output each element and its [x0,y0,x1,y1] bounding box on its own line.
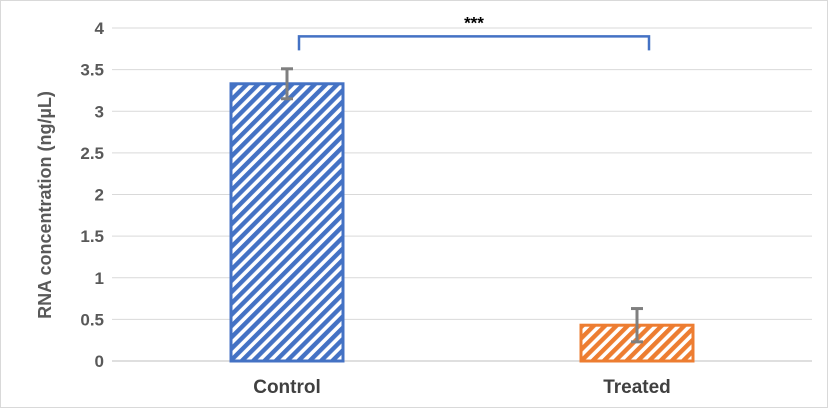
error-bars [281,67,643,344]
y-tick-label: 0 [95,352,104,371]
y-tick-label: 0.5 [80,310,104,329]
y-tick-label: 3.5 [80,61,104,80]
y-tick-label: 2 [95,186,104,205]
y-tick-label: 4 [95,19,105,38]
significance-line [297,35,651,51]
y-tick-label: 1 [95,269,104,288]
significance-label: *** [464,13,484,32]
y-axis-ticks: 0 0.5 1 1.5 2 2.5 3 3.5 4 [80,19,104,371]
y-tick-label: 3 [95,102,104,121]
bar-control [229,82,345,363]
y-tick-label: 1.5 [80,227,104,246]
x-axis-labels: Control Treated [253,377,671,398]
y-axis-title: RNA concentration (ng/µL) [35,91,55,319]
significance-bracket: *** [297,13,651,51]
y-tick-label: 2.5 [80,144,104,163]
x-category-label: Control [253,377,321,398]
x-category-label: Treated [603,377,671,398]
gridlines [112,27,812,362]
